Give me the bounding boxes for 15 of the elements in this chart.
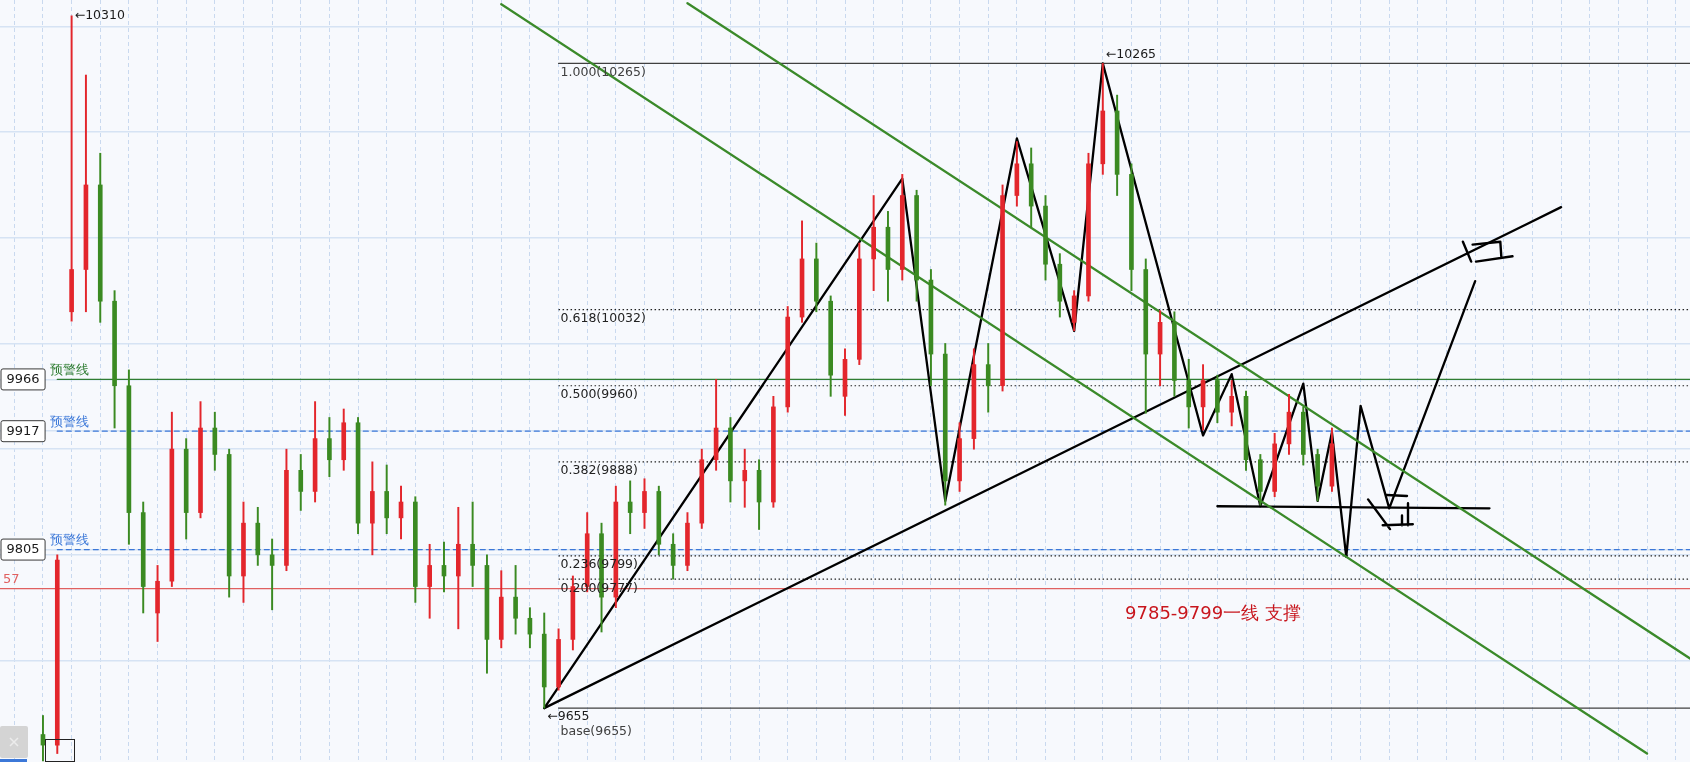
series-label: base(9655) [560,722,632,738]
annotation: ←10310 [74,6,125,22]
series-label: 0.382(9888) [560,462,638,478]
annotation: 57 [3,570,20,586]
y-tick-label: 9917 [6,423,40,439]
y-tick-label: 9966 [6,371,40,387]
series-label: 预警线 [50,362,90,378]
series-label: 0.618(10032) [560,310,646,326]
series-label: 0.500(9960) [560,386,638,402]
annotation: ←10265 [1105,46,1157,62]
series-label: 预警线 [50,532,90,548]
y-tick-label: 9805 [6,541,40,557]
series-label: 预警线 [50,414,90,430]
annotation: 9785-9799一线 支撑 [1125,601,1301,623]
annotation: ←9655 [547,707,590,723]
